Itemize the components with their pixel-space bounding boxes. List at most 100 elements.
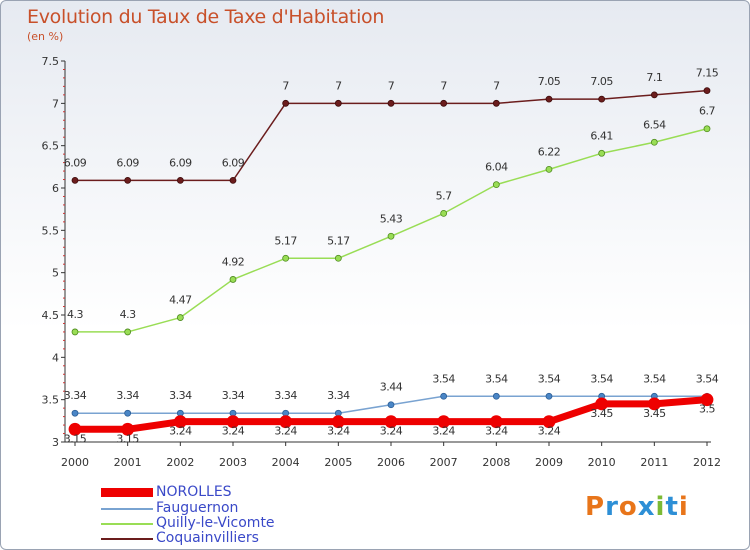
point-fauguernon bbox=[124, 409, 132, 417]
y-tick-label: 3 bbox=[52, 436, 59, 449]
data-label-coquainvilliers: 7 bbox=[493, 79, 500, 92]
legend-swatch bbox=[101, 523, 153, 525]
point-quilly bbox=[492, 181, 500, 189]
data-label-fauguernon: 3.54 bbox=[485, 372, 508, 385]
data-label-norolles: 3.24 bbox=[222, 425, 245, 438]
proxiti-logo: Proxiti bbox=[585, 492, 689, 522]
legend-swatch bbox=[101, 488, 153, 497]
data-label-coquainvilliers: 6.09 bbox=[64, 156, 87, 169]
point-fauguernon bbox=[71, 409, 79, 417]
data-label-coquainvilliers: 7.05 bbox=[538, 75, 561, 88]
data-label-fauguernon: 3.34 bbox=[169, 389, 192, 402]
data-label-norolles: 3.24 bbox=[380, 425, 403, 438]
point-quilly bbox=[650, 138, 658, 146]
point-norolles bbox=[226, 415, 240, 429]
point-quilly bbox=[545, 165, 553, 173]
point-norolles bbox=[173, 415, 187, 429]
data-label-coquainvilliers: 6.09 bbox=[222, 156, 245, 169]
y-tick-label: 6 bbox=[52, 182, 59, 195]
data-label-coquainvilliers: 6.09 bbox=[169, 156, 192, 169]
y-tick-label: 3.5 bbox=[42, 394, 60, 407]
data-label-fauguernon: 3.34 bbox=[222, 389, 245, 402]
chart-title: Evolution du Taux de Taxe d'Habitation bbox=[27, 6, 385, 28]
legend-swatch bbox=[101, 508, 153, 510]
data-label-quilly: 5.43 bbox=[380, 212, 403, 225]
data-label-norolles: 3.24 bbox=[432, 425, 455, 438]
x-tick-label: 2011 bbox=[640, 456, 668, 469]
point-coquainvilliers bbox=[545, 95, 553, 103]
data-label-norolles: 3.15 bbox=[64, 432, 87, 445]
data-label-coquainvilliers: 7.15 bbox=[696, 67, 719, 80]
point-quilly bbox=[334, 254, 342, 262]
point-quilly bbox=[176, 314, 184, 321]
data-label-quilly: 5.17 bbox=[274, 234, 297, 247]
logo-letter: r bbox=[605, 492, 619, 522]
data-label-fauguernon: 3.34 bbox=[64, 389, 87, 402]
point-coquainvilliers bbox=[703, 87, 711, 95]
unit-label: (en %) bbox=[27, 30, 64, 43]
data-label-coquainvilliers: 7.05 bbox=[590, 75, 613, 88]
legend-swatch bbox=[101, 538, 153, 540]
data-label-norolles: 3.24 bbox=[327, 425, 350, 438]
data-label-coquainvilliers: 7 bbox=[440, 79, 447, 92]
point-quilly bbox=[282, 254, 290, 262]
data-label-coquainvilliers: 7 bbox=[282, 79, 289, 92]
point-coquainvilliers bbox=[440, 99, 448, 107]
data-label-fauguernon: 3.44 bbox=[380, 381, 403, 394]
point-coquainvilliers bbox=[124, 176, 132, 184]
data-label-quilly: 4.47 bbox=[169, 294, 192, 307]
data-label-quilly: 4.3 bbox=[120, 308, 136, 321]
point-norolles bbox=[489, 415, 503, 429]
legend-label: Fauguernon bbox=[156, 500, 239, 516]
logo-letter: P bbox=[585, 492, 606, 522]
logo-letter: o bbox=[618, 492, 638, 522]
x-tick-label: 2004 bbox=[272, 456, 300, 469]
x-tick-label: 2000 bbox=[61, 456, 89, 469]
logo-letter: x bbox=[637, 492, 656, 522]
y-tick-label: 4 bbox=[52, 351, 59, 364]
point-norolles bbox=[595, 397, 609, 411]
data-label-norolles: 3.45 bbox=[643, 407, 666, 420]
point-coquainvilliers bbox=[176, 176, 184, 184]
x-tick-label: 2006 bbox=[377, 456, 405, 469]
data-label-quilly: 6.41 bbox=[590, 129, 613, 142]
point-quilly bbox=[71, 328, 79, 336]
point-quilly bbox=[124, 328, 132, 336]
data-label-quilly: 4.3 bbox=[67, 308, 83, 321]
series-points bbox=[68, 87, 714, 436]
data-label-fauguernon: 3.54 bbox=[432, 372, 455, 385]
data-label-quilly: 5.17 bbox=[327, 234, 350, 247]
data-label-norolles: 3.24 bbox=[169, 425, 192, 438]
data-label-quilly: 4.92 bbox=[222, 255, 245, 268]
point-quilly bbox=[229, 276, 237, 283]
data-label-quilly: 6.04 bbox=[485, 161, 508, 174]
logo-letter: i bbox=[678, 492, 689, 522]
data-label-norolles: 3.24 bbox=[485, 425, 508, 438]
point-fauguernon bbox=[492, 392, 500, 400]
legend-label: Quilly-le-Vicomte bbox=[156, 515, 275, 531]
data-label-norolles: 3.24 bbox=[274, 425, 297, 438]
y-tick-label: 4.5 bbox=[42, 309, 60, 322]
point-norolles bbox=[542, 415, 556, 429]
point-coquainvilliers bbox=[334, 99, 342, 107]
point-coquainvilliers bbox=[387, 99, 395, 107]
point-quilly bbox=[703, 125, 711, 133]
data-label-coquainvilliers: 7.1 bbox=[646, 71, 662, 84]
point-norolles bbox=[279, 415, 293, 429]
data-label-quilly: 6.7 bbox=[699, 105, 715, 118]
point-fauguernon bbox=[545, 392, 553, 400]
data-label-coquainvilliers: 7 bbox=[335, 79, 342, 92]
data-label-norolles: 3.24 bbox=[538, 425, 561, 438]
point-quilly bbox=[440, 209, 448, 217]
data-label-quilly: 6.54 bbox=[643, 118, 666, 131]
point-coquainvilliers bbox=[282, 99, 290, 107]
point-quilly bbox=[387, 232, 395, 240]
data-label-fauguernon: 3.54 bbox=[538, 372, 561, 385]
y-tick-label: 7 bbox=[52, 97, 59, 110]
data-label-norolles: 3.5 bbox=[699, 403, 715, 416]
data-label-coquainvilliers: 7 bbox=[388, 79, 395, 92]
point-norolles bbox=[68, 422, 82, 436]
